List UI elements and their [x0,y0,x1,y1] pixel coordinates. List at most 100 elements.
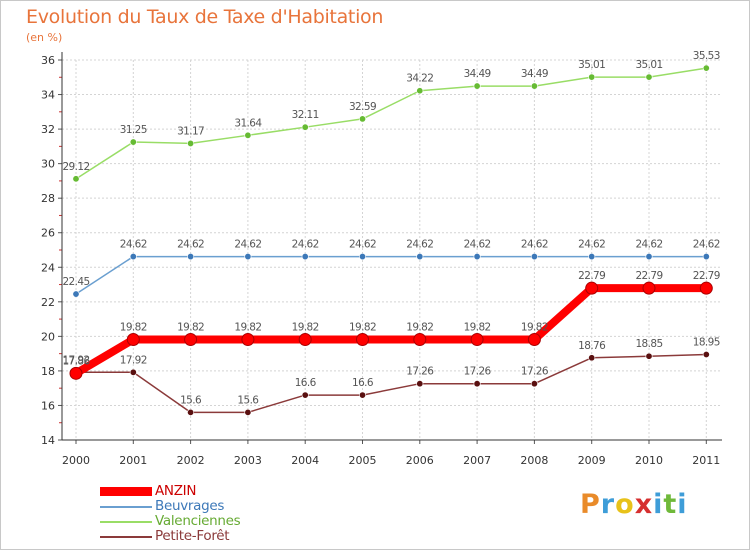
data-point [527,332,541,346]
data-label: 17.26 [406,366,434,378]
data-point [645,253,653,261]
y-tick-label: 14 [41,434,55,447]
logo-letter: P [580,489,601,520]
data-label: 19.82 [234,321,261,333]
data-label: 24.62 [349,239,376,251]
data-label: 19.82 [120,321,147,333]
series-line-valenciennes [75,67,708,180]
data-point [530,82,538,90]
legend-swatch-beuvrages [100,506,152,508]
x-tick-label: 2002 [177,454,205,467]
data-point [473,82,481,90]
x-tick-label: 2003 [234,454,262,467]
data-point [356,332,369,346]
data-label: 17.92 [62,354,89,366]
logo-letter: o [615,489,635,520]
legend-swatch-anzin [100,487,152,496]
legend-label-beuvrages: Beuvrages [155,498,225,514]
data-label: 34.49 [464,68,491,80]
logo-letter: x [634,489,654,520]
data-point [244,253,252,261]
y-tick-label: 16 [41,399,55,412]
data-point [358,253,366,261]
data-label: 24.62 [635,239,662,251]
data-point [244,408,252,416]
data-label: 22.79 [635,270,662,282]
data-label: 24.62 [521,239,548,251]
data-point [358,391,366,399]
data-label: 17.92 [120,354,147,366]
data-label: 18.85 [635,338,662,350]
data-label: 16.6 [295,377,317,389]
data-point [470,332,484,346]
data-label: 35.53 [693,50,720,62]
data-label: 24.62 [234,239,261,251]
data-label: 18.76 [578,340,606,352]
data-label: 22.45 [62,276,89,288]
x-tick-label: 2005 [349,454,377,467]
data-label: 19.82 [521,321,548,333]
proxiti-logo: Proxiti [580,489,688,520]
series-line-anzin [72,284,711,378]
chart-subtitle: (en %) [26,31,63,44]
x-tick-label: 2010 [635,454,663,467]
data-label: 19.82 [464,321,491,333]
data-point [702,253,710,261]
data-point [184,332,198,346]
data-point [69,366,83,380]
data-label: 22.79 [578,270,605,282]
data-label: 17.86 [62,355,90,367]
y-tick-label: 28 [41,192,55,205]
legend-swatch-valenciennes [100,521,152,523]
x-tick-label: 2009 [578,454,606,467]
data-point [244,131,252,139]
x-tick-label: 2008 [520,454,548,467]
y-tick-label: 26 [41,227,55,240]
data-label: 34.49 [521,68,548,80]
legend-label-valenciennes: Valenciennes [155,513,241,529]
data-label: 24.62 [406,239,433,251]
series-line-petite-for-t [75,353,708,414]
data-label: 18.95 [693,337,720,349]
data-point [588,253,596,261]
y-tick-label: 34 [41,89,55,102]
data-point [301,253,309,261]
data-label: 15.6 [180,394,202,406]
data-point [129,138,137,146]
data-point [298,332,312,346]
data-label: 17.26 [464,366,492,378]
data-label: 19.82 [349,321,376,333]
data-label: 35.01 [635,59,662,71]
data-label: 19.82 [177,321,204,333]
data-point [413,332,427,346]
data-label: 35.01 [578,59,605,71]
data-point [416,253,424,261]
x-tick-label: 2006 [406,454,434,467]
data-point [358,115,366,123]
data-point [72,175,80,183]
legend-swatch-petite-foret [100,536,152,538]
data-point [473,380,481,388]
data-label: 19.82 [292,321,319,333]
x-tick-label: 2004 [291,454,319,467]
data-label: 31.25 [120,124,147,136]
data-label: 32.59 [349,101,376,113]
data-label: 29.12 [62,161,89,173]
logo-letter: i [653,489,664,520]
data-point [301,123,309,131]
data-label: 31.17 [177,125,204,137]
data-point [129,253,137,261]
data-label: 24.62 [578,239,605,251]
data-point [530,380,538,388]
x-tick-label: 2007 [463,454,491,467]
data-point [585,281,599,295]
data-label: 15.6 [237,394,259,406]
data-point [187,408,195,416]
y-tick-label: 18 [41,365,55,378]
data-point [301,391,309,399]
data-label: 24.62 [464,239,491,251]
data-label: 17.26 [521,366,549,378]
data-point [241,332,255,346]
